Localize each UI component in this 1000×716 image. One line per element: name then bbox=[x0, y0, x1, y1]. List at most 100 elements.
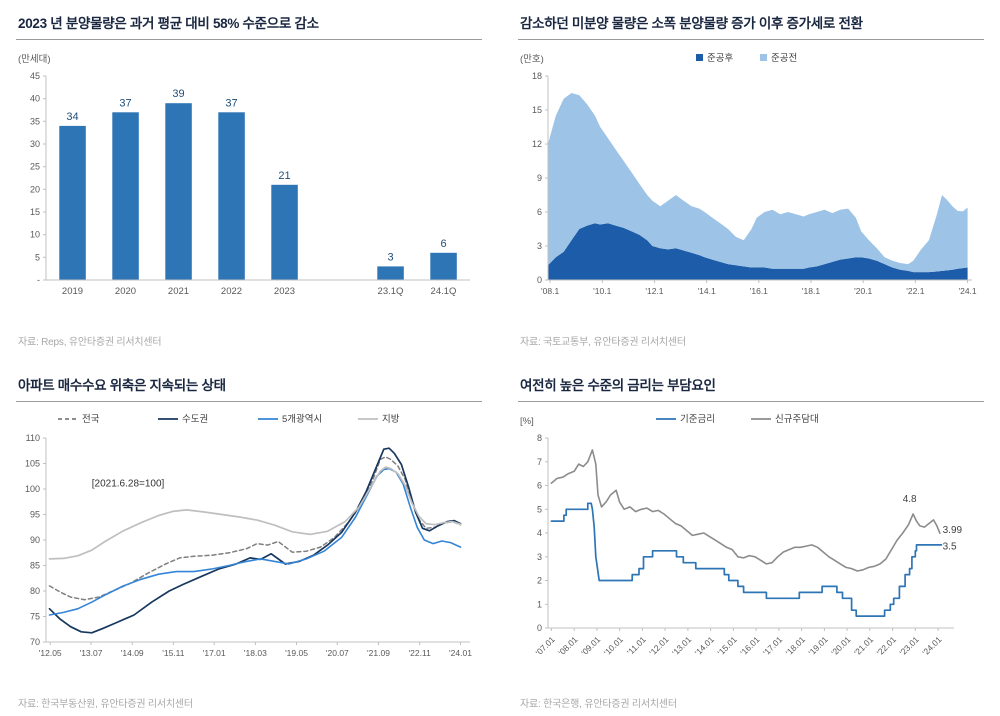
chart-title-buyer-demand: 아파트 매수수요 위축은 지속되는 상태 bbox=[18, 378, 226, 393]
title-divider bbox=[16, 401, 482, 402]
svg-text:수도권: 수도권 bbox=[182, 413, 208, 425]
svg-text:100: 100 bbox=[25, 484, 40, 494]
svg-text:'09.01: '09.01 bbox=[579, 634, 602, 657]
svg-text:35: 35 bbox=[30, 116, 40, 126]
svg-text:준공후: 준공후 bbox=[707, 53, 733, 64]
svg-text:'12.05: '12.05 bbox=[39, 648, 62, 658]
svg-text:'20.1: '20.1 bbox=[854, 286, 872, 296]
svg-text:12: 12 bbox=[532, 139, 542, 149]
source-note-presale: 자료: Reps, 유안타증권 리서치센터 bbox=[18, 337, 162, 348]
svg-text:[2021.6.28=100]: [2021.6.28=100] bbox=[92, 478, 165, 489]
chart-title-unsold-stock: 감소하던 미분양 물량은 소폭 분양물량 증가 이후 증가세로 전환 bbox=[520, 16, 863, 31]
svg-text:'16.1: '16.1 bbox=[750, 286, 768, 296]
svg-text:'24.1: '24.1 bbox=[958, 286, 976, 296]
svg-text:'21.01: '21.01 bbox=[852, 634, 875, 657]
interest-rates-line-chart: 기준금리 신규주담대 0 1 2 3 4 5 6 7 8 '07.01'08.01'09.01'10.… bbox=[520, 413, 963, 658]
svg-text:110: 110 bbox=[26, 433, 40, 443]
svg-text:70: 70 bbox=[30, 637, 40, 647]
svg-text:6: 6 bbox=[537, 207, 542, 217]
svg-text:'23.01: '23.01 bbox=[897, 634, 920, 657]
svg-text:34: 34 bbox=[66, 111, 78, 123]
svg-text:37: 37 bbox=[225, 97, 237, 109]
svg-text:'22.11: '22.11 bbox=[409, 648, 432, 658]
svg-text:신규주담대: 신규주담대 bbox=[775, 413, 819, 425]
svg-text:95: 95 bbox=[30, 510, 40, 520]
title-divider bbox=[16, 39, 482, 40]
svg-text:'17.01: '17.01 bbox=[761, 634, 784, 657]
svg-text:'10.1: '10.1 bbox=[593, 286, 611, 296]
svg-text:3: 3 bbox=[387, 251, 393, 263]
svg-text:21: 21 bbox=[278, 170, 290, 182]
svg-text:3.5: 3.5 bbox=[943, 542, 957, 553]
svg-text:1: 1 bbox=[537, 599, 542, 609]
buyer-demand-line-chart: 전국 수도권 5개광역시 지방 70 75 80 85 90 95 100 105 110 '12.05 '… bbox=[25, 413, 472, 658]
title-divider bbox=[518, 39, 984, 40]
svg-text:'24.01: '24.01 bbox=[449, 648, 472, 658]
panel-interest-rates: 여전히 높은 수준의 금리는 부담요인 기준금리 신규주담대 0 1 2 3 4 5 6 7 8 '0… bbox=[518, 372, 984, 712]
svg-text:'14.1: '14.1 bbox=[698, 286, 716, 296]
svg-text:'17.01: '17.01 bbox=[203, 648, 226, 658]
svg-text:37: 37 bbox=[119, 97, 131, 109]
svg-text:2021: 2021 bbox=[168, 286, 189, 297]
svg-text:85: 85 bbox=[30, 561, 40, 571]
svg-text:'24.01: '24.01 bbox=[920, 634, 943, 657]
svg-text:'18.1: '18.1 bbox=[802, 286, 820, 296]
svg-text:'22.1: '22.1 bbox=[906, 286, 924, 296]
presale-volume-bar-chart: 2019 34 2020 37 2021 39 2022 37 2023 21 23.1Q 3 24.1… bbox=[18, 54, 470, 297]
svg-text:5: 5 bbox=[537, 504, 542, 514]
svg-text:'08.1: '08.1 bbox=[541, 286, 559, 296]
svg-text:105: 105 bbox=[25, 459, 40, 469]
svg-text:'16.01: '16.01 bbox=[738, 634, 761, 657]
svg-text:90: 90 bbox=[30, 535, 40, 545]
panel-unsold-stock: 감소하던 미분양 물량은 소폭 분양물량 증가 이후 증가세로 전환 준공후 준공… bbox=[518, 10, 984, 350]
svg-text:-: - bbox=[37, 275, 40, 285]
svg-text:'19.05: '19.05 bbox=[285, 648, 308, 658]
svg-text:9: 9 bbox=[537, 173, 542, 183]
svg-text:준공전: 준공전 bbox=[771, 53, 797, 64]
svg-text:0: 0 bbox=[537, 275, 542, 285]
svg-text:2022: 2022 bbox=[221, 286, 242, 297]
svg-text:4.8: 4.8 bbox=[903, 494, 917, 505]
svg-text:8: 8 bbox=[537, 433, 542, 443]
svg-text:'07.01: '07.01 bbox=[534, 634, 557, 657]
svg-text:40: 40 bbox=[30, 94, 40, 104]
svg-text:75: 75 bbox=[30, 612, 40, 622]
svg-text:지방: 지방 bbox=[382, 414, 400, 425]
svg-text:'08.01: '08.01 bbox=[556, 634, 579, 657]
unsold-stock-area-chart: 준공후 준공전 0 3 6 9 12 15 18 '08.1 '10.1 '12.1 '14.1 '16.… bbox=[520, 53, 977, 296]
svg-text:15: 15 bbox=[532, 105, 542, 115]
svg-text:25: 25 bbox=[30, 162, 40, 172]
source-note-rates: 자료: 한국은행, 유안타증권 리서치센터 bbox=[520, 699, 677, 710]
chart-title-presale-volume: 2023 년 분양물량은 과거 평균 대비 58% 수준으로 감소 bbox=[18, 16, 319, 31]
svg-text:45: 45 bbox=[30, 71, 40, 81]
svg-text:'15.01: '15.01 bbox=[716, 634, 739, 657]
svg-text:전국: 전국 bbox=[82, 414, 100, 425]
panel-buyer-demand-index: 아파트 매수수요 위축은 지속되는 상태 전국 수도권 5개광역시 지방 70 75 80 8… bbox=[16, 372, 482, 712]
svg-text:2020: 2020 bbox=[115, 286, 136, 297]
svg-text:7: 7 bbox=[537, 457, 542, 467]
svg-text:'20.01: '20.01 bbox=[829, 634, 852, 657]
svg-text:(만세대): (만세대) bbox=[18, 54, 51, 65]
svg-text:15: 15 bbox=[30, 207, 40, 217]
svg-text:2: 2 bbox=[537, 576, 542, 586]
svg-text:20: 20 bbox=[30, 184, 40, 194]
source-note-unsold: 자료: 국토교통부, 유안타증권 리서치센터 bbox=[520, 337, 686, 348]
svg-text:기준금리: 기준금리 bbox=[680, 414, 715, 425]
source-note-demand: 자료: 한국부동산원, 유안타증권 리서치센터 bbox=[18, 699, 193, 710]
svg-text:(만호): (만호) bbox=[520, 54, 544, 65]
svg-text:'13.01: '13.01 bbox=[670, 634, 693, 657]
panel-presale-volume: 2023 년 분양물량은 과거 평균 대비 58% 수준으로 감소 2019 34… bbox=[16, 10, 482, 350]
svg-text:'22.01: '22.01 bbox=[875, 634, 898, 657]
svg-text:'12.1: '12.1 bbox=[645, 286, 663, 296]
svg-text:'14.01: '14.01 bbox=[693, 634, 716, 657]
svg-text:[%]: [%] bbox=[520, 416, 534, 427]
svg-text:3.99: 3.99 bbox=[943, 525, 963, 536]
chart-title-interest-rates: 여전히 높은 수준의 금리는 부담요인 bbox=[520, 378, 716, 393]
svg-text:'19.01: '19.01 bbox=[806, 634, 829, 657]
svg-text:2019: 2019 bbox=[62, 286, 83, 297]
svg-text:'14.09: '14.09 bbox=[121, 648, 144, 658]
svg-text:'20.07: '20.07 bbox=[326, 648, 349, 658]
svg-text:5개광역시: 5개광역시 bbox=[282, 413, 322, 425]
svg-text:3: 3 bbox=[537, 552, 542, 562]
